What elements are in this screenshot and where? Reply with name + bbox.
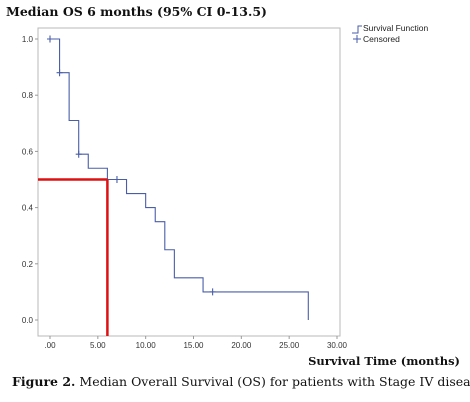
x-tick-label: 10.00 xyxy=(136,341,157,350)
y-tick-label: 0.4 xyxy=(22,204,34,213)
x-tick-label: 30.00 xyxy=(327,341,348,350)
y-tick-label: 0.2 xyxy=(22,260,34,269)
axes: 0.0 0.2 0.4 0.6 0.8 1.0 .00 5.00 10.00 15.00 20.00… xyxy=(22,27,348,350)
legend-censored-swatch xyxy=(353,35,361,43)
x-axis-label: Survival Time (months) xyxy=(308,354,460,368)
legend-survival-label: Survival Function xyxy=(363,23,428,33)
censored-marks xyxy=(47,35,216,296)
censored-mark xyxy=(209,288,216,296)
y-tick-label: 0.8 xyxy=(22,91,34,100)
x-tick-label: .00 xyxy=(44,341,56,350)
x-tick-label: 20.00 xyxy=(231,341,252,350)
plot-frame xyxy=(37,27,341,337)
caption-text: Median Overall Survival (OS) for patient… xyxy=(79,374,470,389)
figure-caption: Figure 2. Median Overall Survival (OS) f… xyxy=(12,374,470,389)
x-tick-label: 15.00 xyxy=(183,341,204,350)
censored-mark xyxy=(47,35,53,43)
y-tick-label: 0.6 xyxy=(22,147,34,156)
x-tick-label: 5.00 xyxy=(90,341,106,350)
y-tick-label: 1.0 xyxy=(22,35,34,44)
censored-mark xyxy=(56,69,63,77)
censored-mark xyxy=(113,176,120,183)
survival-function-line xyxy=(50,38,309,320)
median-marker xyxy=(38,178,109,336)
legend-censored-label: Censored xyxy=(363,34,400,44)
x-tick-label: 25.00 xyxy=(279,341,300,350)
y-tick-label: 0.0 xyxy=(22,316,34,325)
survival-function-path xyxy=(50,38,309,320)
legend-survival-swatch xyxy=(352,25,362,34)
chart-title: Median OS 6 months (95% CI 0-13.5) xyxy=(6,4,267,19)
censored-mark xyxy=(75,150,82,158)
caption-label: Figure 2. xyxy=(12,374,76,389)
